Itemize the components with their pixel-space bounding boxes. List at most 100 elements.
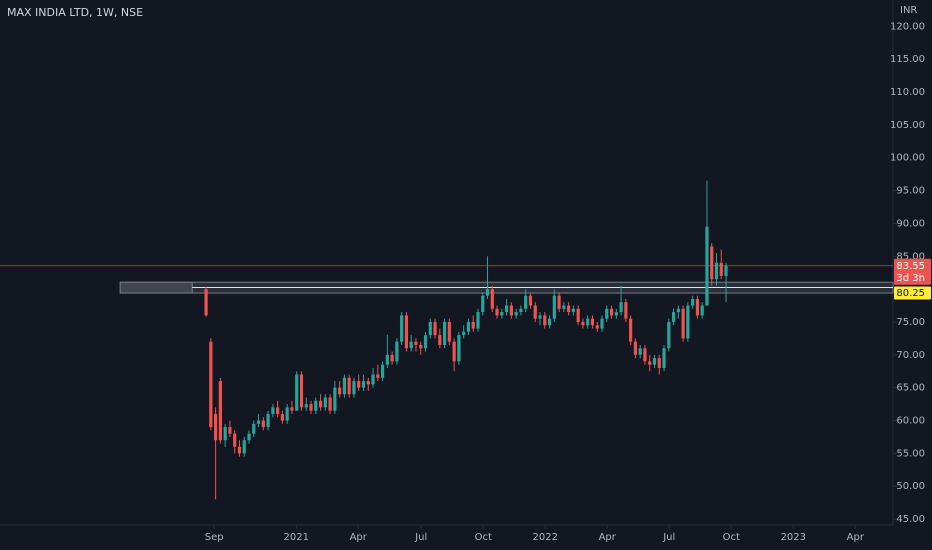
candle-body [442,321,447,345]
y-tick-label: 115.00 [890,54,925,65]
candle-body [676,308,680,313]
candle-body [423,335,428,349]
candle-body [519,308,523,313]
candle-body [724,265,728,276]
y-tick-label: 110.00 [890,87,925,98]
candle-body [600,318,604,329]
candle-body [380,364,385,378]
candle-body [266,413,270,428]
candle-body [323,397,327,408]
last-price-tag [894,258,931,285]
candle-body [700,305,704,316]
candle-body [705,226,709,306]
candle-body [409,341,413,349]
candle-body [586,318,590,326]
candle-body [505,305,509,313]
candle-body [361,381,366,388]
candle-body [447,321,451,342]
candle-body [667,321,671,349]
x-tick-label: Apr [350,532,368,543]
x-tick-label: Sep [205,532,224,543]
candle-body [466,321,471,332]
candle-body [290,407,294,411]
candle-body [314,400,318,411]
candle-body [318,400,323,408]
candle-body [595,325,599,329]
candle-body [261,420,265,428]
candle-body [237,446,242,454]
y-tick-label: 60.00 [896,416,925,427]
level-label: 80.25 [896,288,925,299]
candle-body [562,305,566,309]
candle-body [538,315,542,319]
candle-body [376,374,380,378]
y-tick-label: 55.00 [896,448,925,459]
y-tick-label: 75.00 [896,317,925,328]
candle-body [614,312,618,316]
candle-body [357,381,361,388]
candle-body [624,302,628,319]
y-tick-label: 120.00 [890,21,925,32]
y-tick-label: 50.00 [896,481,925,492]
candle-body [714,262,719,280]
y-tick-label: 70.00 [896,350,925,361]
candle-body [333,387,337,411]
candle-body [509,305,513,316]
level-tag [894,286,931,300]
candle-body [457,335,461,362]
candle-body [476,312,480,329]
candle-body [299,374,304,408]
candle-body [681,308,685,339]
candle-body [533,305,537,319]
candle-body [671,312,676,322]
x-tick-label: 2021 [284,532,309,543]
candle-body [657,358,661,368]
candle-body [543,315,547,326]
candle-body [605,308,609,319]
candle-body [214,413,218,441]
candle-body [643,348,647,362]
candle-body [528,295,533,306]
candle-body [710,246,714,280]
x-tick-label: Jul [662,532,675,543]
candle-body [419,344,423,349]
x-tick-label: Oct [475,532,492,543]
candle-body [204,289,208,316]
candle-body [328,397,332,411]
candle-body [309,404,313,411]
candle-body [247,433,251,441]
candle-body [342,377,347,395]
currency-label: INR [900,5,917,16]
candle-body [481,295,485,313]
candle-body [404,315,409,349]
x-tick-label: Apr [599,532,617,543]
candle-body [567,305,571,313]
candle-body [576,308,580,322]
candle-body [638,348,642,355]
candle-body [652,358,657,365]
candle-body [581,321,585,326]
candle-body [695,298,700,316]
x-tick-label: 2022 [533,532,558,543]
candle-body [552,295,556,319]
candle-body [252,423,256,434]
candle-body [338,387,342,395]
candle-body [209,341,213,428]
candle-body [495,308,499,316]
candle-body [395,341,399,362]
candle-body [547,318,552,326]
candle-body [619,302,623,313]
candle-body [352,381,356,395]
y-tick-label: 105.00 [890,120,925,131]
countdown-label: 3d 3h [896,273,925,284]
candle-body [433,321,437,336]
candle-body [223,427,227,441]
y-tick-label: 95.00 [896,186,925,197]
candle-body [462,331,466,336]
candle-body [691,298,695,306]
candle-body [571,308,575,313]
candle-body [686,305,690,339]
candle-body [500,312,504,316]
